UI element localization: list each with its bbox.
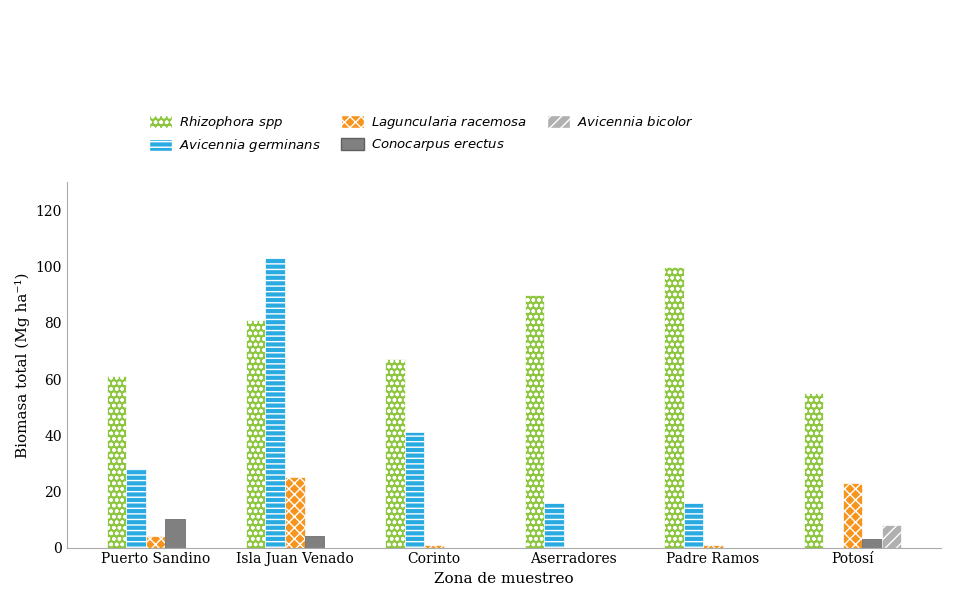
Legend: $\it{Rhizophora\ spp}$, $\it{Avicennia\ germinans}$, $\it{Laguncularia\ racemosa: $\it{Rhizophora\ spp}$, $\it{Avicennia\ …	[143, 109, 699, 160]
Bar	[704, 545, 723, 548]
Bar	[285, 477, 305, 548]
Bar	[385, 359, 405, 548]
Bar	[106, 376, 126, 548]
Bar	[881, 525, 902, 548]
Bar	[804, 393, 823, 548]
Bar	[424, 545, 444, 548]
Bar	[525, 294, 544, 548]
Bar	[145, 536, 165, 548]
Bar	[684, 502, 704, 548]
Bar	[266, 258, 285, 548]
Bar	[664, 267, 684, 548]
Bar	[305, 536, 324, 548]
Bar	[862, 539, 881, 548]
Bar	[126, 469, 145, 548]
X-axis label: Zona de muestreo: Zona de muestreo	[434, 572, 574, 586]
Y-axis label: Biomasa total (Mg ha⁻¹): Biomasa total (Mg ha⁻¹)	[15, 272, 30, 458]
Bar	[165, 519, 185, 548]
Bar	[544, 502, 564, 548]
Bar	[246, 320, 266, 548]
Bar	[405, 432, 424, 548]
Bar	[842, 483, 862, 548]
